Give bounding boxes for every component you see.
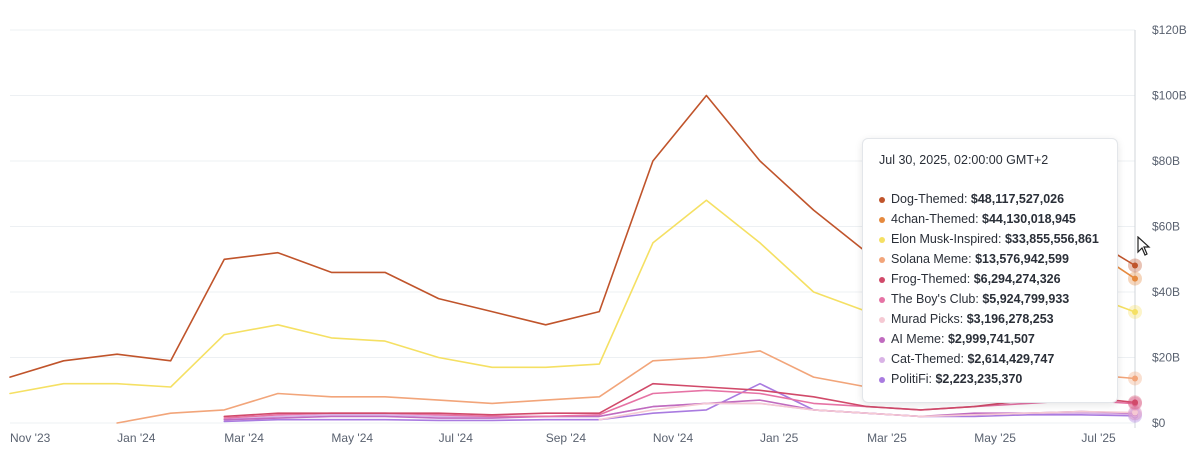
tooltip-entries: Dog-Themed: $48,117,527,026 4chan-Themed:… (879, 189, 1103, 389)
hover-point-4chan-themed (1132, 275, 1138, 282)
legend-dot-icon (879, 216, 885, 223)
tooltip-row: Dog-Themed: $48,117,527,026 (879, 189, 1103, 209)
x-tick-label: Sep '24 (546, 431, 587, 445)
x-tick-label: Jul '24 (439, 431, 474, 445)
series-line-politifi[interactable] (223, 382, 1136, 423)
tooltip-series-value: $33,855,556,861 (1004, 232, 1099, 246)
hover-point-elon-musk-inspired (1132, 308, 1138, 315)
x-tick-label: Jan '25 (760, 431, 799, 445)
tooltip-row: Solana Meme: $13,576,942,599 (879, 249, 1103, 269)
tooltip-series-value: $2,999,741,507 (947, 332, 1035, 346)
legend-dot-icon (879, 236, 885, 243)
tooltip-row: 4chan-Themed: $44,130,018,945 (879, 209, 1103, 229)
tooltip-series-value: $48,117,527,026 (970, 192, 1065, 206)
x-tick-label: Nov '24 (653, 431, 694, 445)
tooltip-series-value: $6,294,274,326 (973, 272, 1061, 286)
tooltip-row: PolitiFi: $2,223,235,370 (879, 369, 1103, 389)
x-tick-label: Mar '24 (224, 431, 264, 445)
y-tick-label: $60B (1152, 220, 1180, 234)
hover-point-murad-picks (1132, 409, 1138, 416)
legend-dot-icon (879, 296, 885, 303)
hover-point-dog-themed (1132, 262, 1138, 269)
hover-markers (1128, 258, 1142, 423)
tooltip-row: AI Meme: $2,999,741,507 (879, 329, 1103, 349)
tooltip-series-name: Cat-Themed (891, 352, 961, 366)
legend-dot-icon (879, 376, 885, 383)
legend-dot-icon (879, 196, 885, 203)
y-axis: $0 $20B $40B $60B $80B $100B $120B (1152, 23, 1187, 430)
tooltip-series-value: $2,223,235,370 (935, 372, 1023, 386)
legend-dot-icon (879, 256, 885, 263)
tooltip-series-name: Murad Picks (891, 312, 960, 326)
tooltip-row: Elon Musk-Inspired: $33,855,556,861 (879, 229, 1103, 249)
mouse-pointer-icon (1137, 236, 1151, 256)
y-tick-label: $120B (1152, 23, 1187, 37)
y-tick-label: $20B (1152, 351, 1180, 365)
tooltip-row: Cat-Themed: $2,614,429,747 (879, 349, 1103, 369)
hover-point-frog-themed (1132, 399, 1138, 406)
tooltip-series-value: $44,130,018,945 (982, 212, 1076, 226)
tooltip-row: Murad Picks: $3,196,278,253 (879, 309, 1103, 329)
x-tick-label: Mar '25 (867, 431, 907, 445)
tooltip-series-value: $3,196,278,253 (966, 312, 1054, 326)
tooltip-row: Frog-Themed: $6,294,274,326 (879, 269, 1103, 289)
x-tick-label: May '25 (974, 431, 1016, 445)
series-line-frog-themed[interactable] (223, 382, 1136, 418)
tooltip-series-name: Elon Musk-Inspired (891, 232, 998, 246)
legend-dot-icon (879, 316, 885, 323)
series-line-murad-picks[interactable] (598, 402, 1136, 421)
tooltip-series-name: Solana Meme (891, 252, 969, 266)
hover-point-solana-meme (1132, 375, 1138, 382)
tooltip-series-name: Frog-Themed (891, 272, 967, 286)
tooltip-date: Jul 30, 2025, 02:00:00 GMT+2 (879, 153, 1049, 167)
y-tick-label: $100B (1152, 89, 1187, 103)
tooltip-row: The Boy's Club: $5,924,799,933 (879, 289, 1103, 309)
tooltip-series-name: 4chan-Themed (891, 212, 976, 226)
y-tick-label: $40B (1152, 285, 1180, 299)
x-tick-label: Nov '23 (10, 431, 51, 445)
x-tick-label: Jul '25 (1081, 431, 1116, 445)
tooltip-series-name: PolitiFi (891, 372, 929, 386)
tooltip-series-value: $2,614,429,747 (967, 352, 1055, 366)
hover-tooltip: Jul 30, 2025, 02:00:00 GMT+2 Dog-Themed:… (862, 138, 1118, 403)
legend-dot-icon (879, 336, 885, 343)
tooltip-series-value: $13,576,942,599 (975, 252, 1069, 266)
tooltip-series-value: $5,924,799,933 (982, 292, 1070, 306)
y-tick-label: $0 (1152, 416, 1166, 430)
tooltip-series-name: The Boy's Club (891, 292, 976, 306)
y-tick-label: $80B (1152, 154, 1180, 168)
legend-dot-icon (879, 356, 885, 363)
x-axis: Nov '23 Jan '24 Mar '24 May '24 Jul '24 Sep '… (10, 431, 1116, 445)
x-tick-label: Jan '24 (117, 431, 156, 445)
x-tick-label: May '24 (331, 431, 373, 445)
series-line-ai-meme[interactable] (223, 399, 1136, 421)
legend-dot-icon (879, 276, 885, 283)
gridlines (10, 29, 1136, 428)
tooltip-series-name: Dog-Themed (891, 192, 964, 206)
tooltip-series-name: AI Meme (891, 332, 942, 346)
